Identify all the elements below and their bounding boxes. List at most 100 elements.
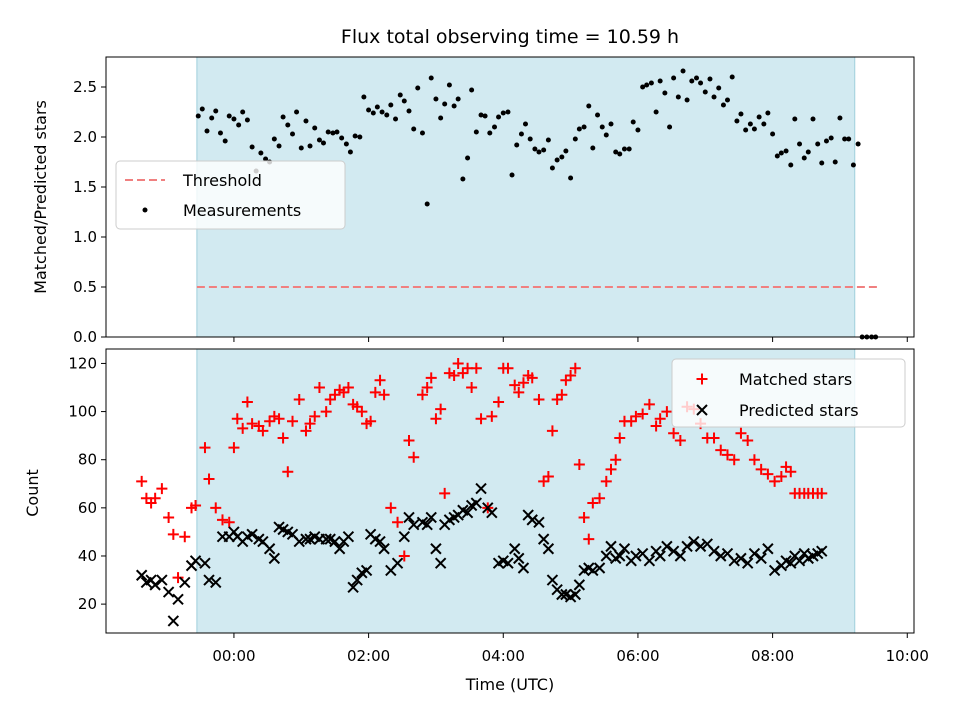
measurement-point: [514, 142, 520, 148]
predicted-star-point: [728, 555, 740, 567]
predicted-star-point: [748, 547, 761, 560]
matched-star-point: [199, 442, 211, 454]
predicted-star-point: [762, 543, 774, 555]
bottom-y-tick-label: 20: [78, 595, 97, 613]
measurement-point: [653, 109, 659, 115]
predicted-star-point: [189, 555, 202, 567]
matched-star-point: [403, 434, 415, 446]
measurement-point: [842, 136, 848, 142]
measurement-point: [815, 141, 821, 147]
measurement-point: [366, 107, 372, 113]
predicted-star-point: [263, 543, 276, 555]
matched-star-point: [203, 473, 215, 485]
matched-star-point: [300, 425, 312, 437]
matched-star-point: [610, 454, 622, 466]
bottom-y-tick-label: 60: [78, 499, 97, 517]
matched-star-point: [385, 502, 397, 514]
matched-star-point: [605, 463, 617, 475]
matched-star-point: [630, 410, 642, 422]
measurement-point: [280, 114, 286, 120]
measurement-point: [424, 201, 430, 207]
matched-star-point: [509, 379, 521, 391]
matched-star-point: [282, 466, 294, 478]
bottom-y-tick-label: 100: [68, 403, 97, 421]
measurement-point: [630, 119, 636, 125]
measurement-point: [339, 135, 345, 141]
top-y-tick-label: 2.0: [73, 128, 97, 146]
measurement-point: [312, 125, 318, 131]
measurement-point: [626, 146, 632, 152]
measurement-point: [347, 149, 353, 155]
matched-star-point: [674, 434, 686, 446]
measurement-point: [783, 148, 789, 154]
matched-star-point: [470, 362, 482, 374]
matched-star-point: [457, 367, 469, 379]
measurement-point: [765, 110, 771, 116]
measurement-point: [774, 153, 780, 159]
measurement-point: [644, 82, 650, 88]
matched-star-point: [356, 406, 368, 418]
measurement-point: [738, 111, 744, 117]
predicted-star-point: [643, 555, 656, 567]
predicted-star-point: [681, 540, 693, 553]
matched-star-point: [304, 418, 316, 430]
predicted-star-point: [391, 557, 404, 569]
measurement-point: [415, 85, 421, 91]
measurement-point: [294, 109, 300, 115]
matched-star-point: [708, 432, 720, 444]
matched-star-point: [466, 382, 478, 394]
measurement-point: [711, 94, 717, 100]
matched-star-point: [273, 413, 285, 425]
matched-star-point: [502, 362, 514, 374]
predicted-star-point: [156, 574, 168, 586]
matched-star-point: [600, 475, 612, 487]
matched-star-point: [320, 406, 332, 418]
predicted-star-point: [614, 550, 626, 562]
predicted-star-point: [793, 555, 806, 567]
matched-star-point: [594, 492, 606, 504]
measurement-point: [797, 141, 803, 147]
measurement-point: [527, 136, 533, 142]
bottom-legend: Matched stars Predicted stars: [671, 358, 906, 428]
predicted-star-point: [526, 514, 538, 526]
measurement-point: [702, 89, 708, 95]
measurement-point: [352, 133, 358, 139]
matched-star-point: [223, 516, 235, 528]
matched-star-point: [780, 461, 792, 473]
matched-star-point: [374, 374, 386, 386]
matched-star-point: [338, 386, 350, 398]
measurement-point: [532, 146, 538, 152]
matched-star-point: [715, 444, 727, 456]
predicted-star-point: [430, 543, 442, 555]
legend-matched-swatch: [696, 373, 708, 385]
measurement-point: [406, 108, 412, 114]
predicted-star-point: [199, 557, 211, 569]
matched-star-point: [425, 372, 437, 384]
matched-star-point: [430, 413, 442, 425]
measurement-point: [743, 127, 749, 133]
measurement-point: [451, 103, 457, 109]
matched-star-point: [277, 432, 289, 444]
matched-star-point: [156, 483, 168, 495]
measurement-point: [823, 138, 829, 144]
measurement-point: [473, 129, 479, 135]
predicted-star-point: [694, 540, 707, 553]
predicted-star-point: [408, 518, 420, 531]
top-panel: 0.0 0.5 1.0 1.5 2.0 2.5 Matched/Predicted sta…: [31, 56, 915, 346]
measurement-point: [810, 116, 816, 122]
predicted-star-point: [537, 533, 550, 545]
matched-star-point: [556, 389, 568, 401]
matched-star-point: [439, 487, 451, 499]
matched-star-point: [421, 382, 433, 394]
measurement-point: [613, 149, 619, 155]
matched-star-point: [742, 434, 754, 446]
measurement-point: [492, 124, 498, 130]
measurement-point: [361, 94, 367, 100]
predicted-star-point: [179, 576, 191, 589]
matched-star-point: [172, 572, 184, 584]
matched-star-point: [583, 533, 595, 545]
predicted-star-point: [434, 557, 447, 569]
measurement-point: [325, 129, 331, 135]
predicted-star-point: [172, 593, 184, 606]
